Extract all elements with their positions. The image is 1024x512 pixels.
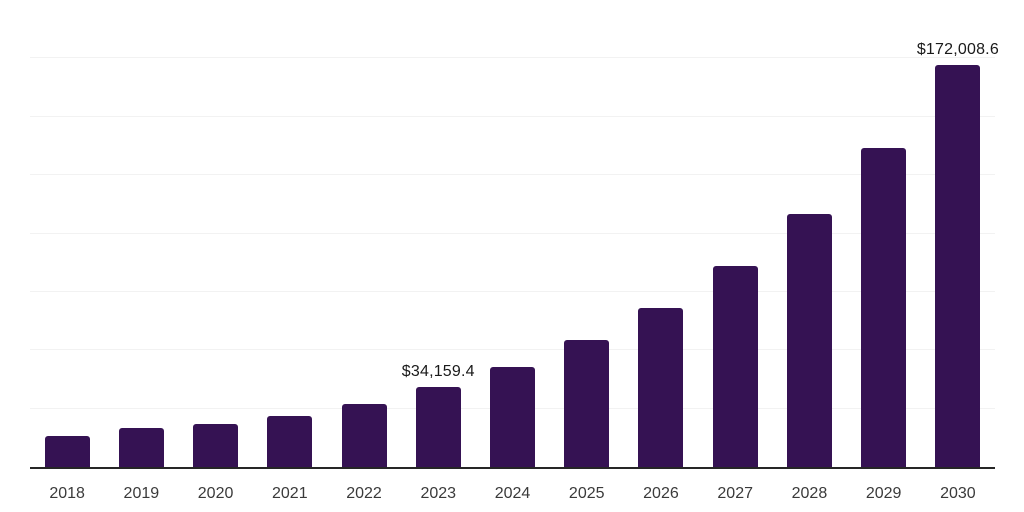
x-tick-label-2022: 2022 [346, 485, 382, 502]
x-axis: 2018 2019 2020 2021 2022 2023 2024 2025 2026 2027… [30, 482, 995, 506]
x-tick-label-2027: 2027 [717, 485, 753, 502]
bar-2023 [415, 387, 461, 467]
gridline [30, 115, 995, 117]
bar-2020 [193, 424, 239, 467]
bar-2021 [267, 415, 313, 467]
bar-2030 [935, 65, 981, 467]
gridline [30, 290, 995, 292]
bar-2029 [861, 148, 907, 467]
x-tick-label-2019: 2019 [123, 485, 160, 502]
bar-2028 [786, 213, 832, 467]
x-tick-label-2024: 2024 [494, 485, 531, 502]
bar-2019 [118, 428, 164, 467]
x-tick-label-2026: 2026 [643, 485, 679, 502]
x-tick-label-2029: 2029 [865, 485, 902, 502]
x-tick-label-2018: 2018 [49, 485, 85, 502]
x-tick-label-2025: 2025 [568, 485, 605, 502]
x-tick-label-2020: 2020 [197, 485, 234, 502]
bar-2025 [564, 340, 610, 467]
gridline [30, 232, 995, 234]
gridline [30, 174, 995, 176]
gridline [30, 57, 995, 59]
x-tick-label-2030: 2030 [940, 485, 976, 502]
bar-2026 [638, 307, 684, 467]
x-tick-label-2028: 2028 [791, 485, 828, 502]
bar-value-label-2030: $172,008.6 [916, 41, 999, 59]
gridline [30, 349, 995, 351]
bar-2027 [712, 266, 758, 467]
x-tick-label-2023: 2023 [420, 485, 457, 502]
bar-2022 [341, 403, 387, 467]
bar-2024 [490, 366, 535, 467]
bar-2018 [44, 435, 90, 467]
x-tick-label-2021: 2021 [272, 485, 308, 502]
plot-area: $34,159.4 $172,008.6 [30, 2, 999, 469]
bar-value-label-2023: $34,159.4 [401, 363, 475, 381]
